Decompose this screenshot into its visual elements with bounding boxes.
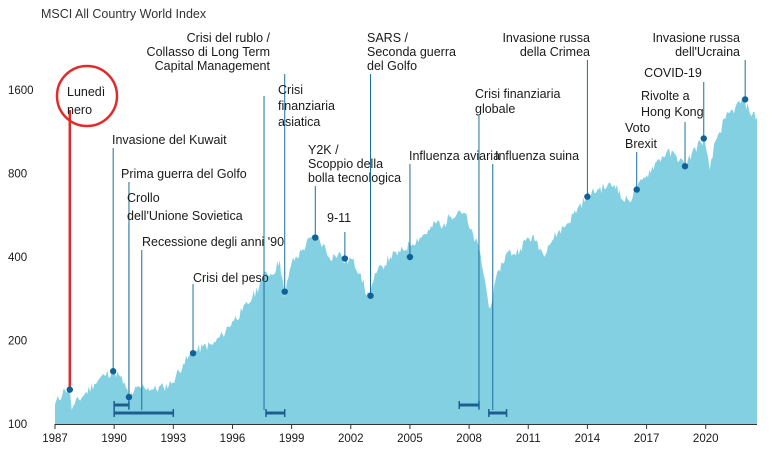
annotation-label: dell'Unione Sovietica — [127, 209, 243, 223]
annotation: Lunedì nero — [55, 64, 119, 393]
annotation: Rivolte a Hong Kong — [641, 89, 704, 170]
annotation-label: Y2K / — [308, 143, 339, 157]
annotation-dot — [125, 393, 133, 401]
annotation: Crisi finanziaria asiatica — [263, 83, 335, 410]
annotation-label: Crollo — [127, 191, 160, 205]
y-tick-label: 1600 — [8, 85, 34, 97]
y-tick-label: 800 — [8, 169, 27, 181]
chart-title: MSCI All Country World Index — [41, 7, 207, 21]
x-tick-label: 1999 — [279, 433, 305, 445]
annotation-label: Brexit — [625, 137, 657, 151]
annotation-label: Prima guerra del Golfo — [121, 167, 247, 181]
annotation: Crisi del rublo /Collasso di Long TermCa… — [147, 31, 288, 295]
annotation-dot — [700, 135, 707, 142]
annotation-dot — [741, 96, 749, 103]
annotation-dot — [633, 186, 640, 193]
annotation-dot — [66, 386, 73, 393]
annotation: COVID-19 — [644, 66, 707, 142]
annotation-label: Lunedì — [67, 85, 105, 99]
y-tick-label: 100 — [8, 419, 27, 431]
annotation: Voto Brexit — [625, 121, 657, 193]
annotation-label: nero — [67, 103, 92, 117]
annotation: Invasione del Kuwait — [109, 133, 227, 375]
annotation-label: Crisi del peso — [193, 271, 269, 285]
annotation-label: Crisi del rublo / — [187, 31, 271, 45]
x-tick-label: 2014 — [575, 433, 601, 445]
annotation: Crisi del peso — [189, 271, 269, 357]
annotation: Influenza aviaria — [406, 149, 500, 261]
x-tick-label: 2002 — [338, 433, 364, 445]
y-tick-label: 200 — [8, 336, 27, 348]
x-tick-label: 2017 — [634, 433, 660, 445]
y-tick-label: 400 — [8, 252, 27, 264]
x-tick-label: 1987 — [42, 433, 68, 445]
annotation-dot — [281, 288, 288, 295]
annotation-label: finanziaria — [278, 99, 335, 113]
annotation-dot — [584, 193, 591, 200]
annotation-label: Crisi finanziaria — [475, 87, 560, 101]
x-tick-label: 2005 — [397, 433, 423, 445]
annotation-dot — [406, 253, 414, 261]
annotation: 9-11 — [327, 211, 351, 262]
x-tick-label: 1990 — [101, 433, 127, 445]
annotation-dot — [341, 255, 349, 262]
annotation-label: Invasione russa — [502, 31, 590, 45]
x-tick-label: 2011 — [516, 433, 541, 445]
annotation: Influenza suina — [492, 149, 579, 410]
annotation-label: Crisi — [278, 83, 303, 97]
annotation-label: bolla tecnologica — [308, 171, 401, 185]
annotation-label: Influenza suina — [495, 149, 579, 163]
annotation-label: SARS / — [367, 31, 409, 45]
annotation-layer: Lunedì nero Invasione del Kuwait Prima guer… — [55, 31, 749, 417]
annotation-label: del Golfo — [367, 59, 417, 73]
annotation-dot — [109, 368, 117, 375]
annotation-label: della Crimea — [520, 45, 590, 59]
annotation-label: globale — [475, 102, 515, 116]
highlight-circle — [55, 64, 119, 128]
annotation-label: Rivolte a — [641, 89, 690, 103]
annotation-label: Invasione del Kuwait — [112, 133, 227, 147]
annotation-label: asiatica — [278, 115, 320, 129]
annotation-label: Influenza aviaria — [409, 149, 500, 163]
annotation: Crollo dell'Unione Sovietica — [125, 191, 243, 401]
annotation-label: Hong Kong — [641, 105, 704, 119]
annotation: Recessione degli anni '90 — [141, 235, 284, 410]
annotation-label: Voto — [625, 121, 650, 135]
annotation-label: Seconda guerra — [367, 45, 456, 59]
area-layer — [55, 97, 757, 424]
x-tick-label: 1996 — [220, 433, 246, 445]
annotation-label: Recessione degli anni '90 — [142, 235, 284, 249]
annotation-dot — [681, 162, 689, 170]
annotation-label: 9-11 — [327, 211, 351, 225]
x-tick-label: 1993 — [161, 433, 187, 445]
annotation-label: COVID-19 — [644, 66, 702, 80]
annotation-dot — [367, 292, 374, 299]
annotation-label: Scoppio della — [308, 157, 383, 171]
x-tick-label: 2020 — [693, 433, 719, 445]
series-area — [55, 97, 757, 424]
annotation-label: Collasso di Long Term — [147, 45, 270, 59]
annotation-dot — [189, 349, 197, 357]
annotation-label: Invasione russa — [652, 31, 740, 45]
annotation-label: Capital Management — [155, 59, 271, 73]
annotation-label: dell'Ucraina — [675, 45, 740, 59]
x-tick-label: 2008 — [456, 433, 482, 445]
axis-layer: 1987 1990 1993 1996 1999 2002 2005 2008 2011 2014… — [8, 85, 757, 445]
annotation-dot — [312, 234, 319, 241]
